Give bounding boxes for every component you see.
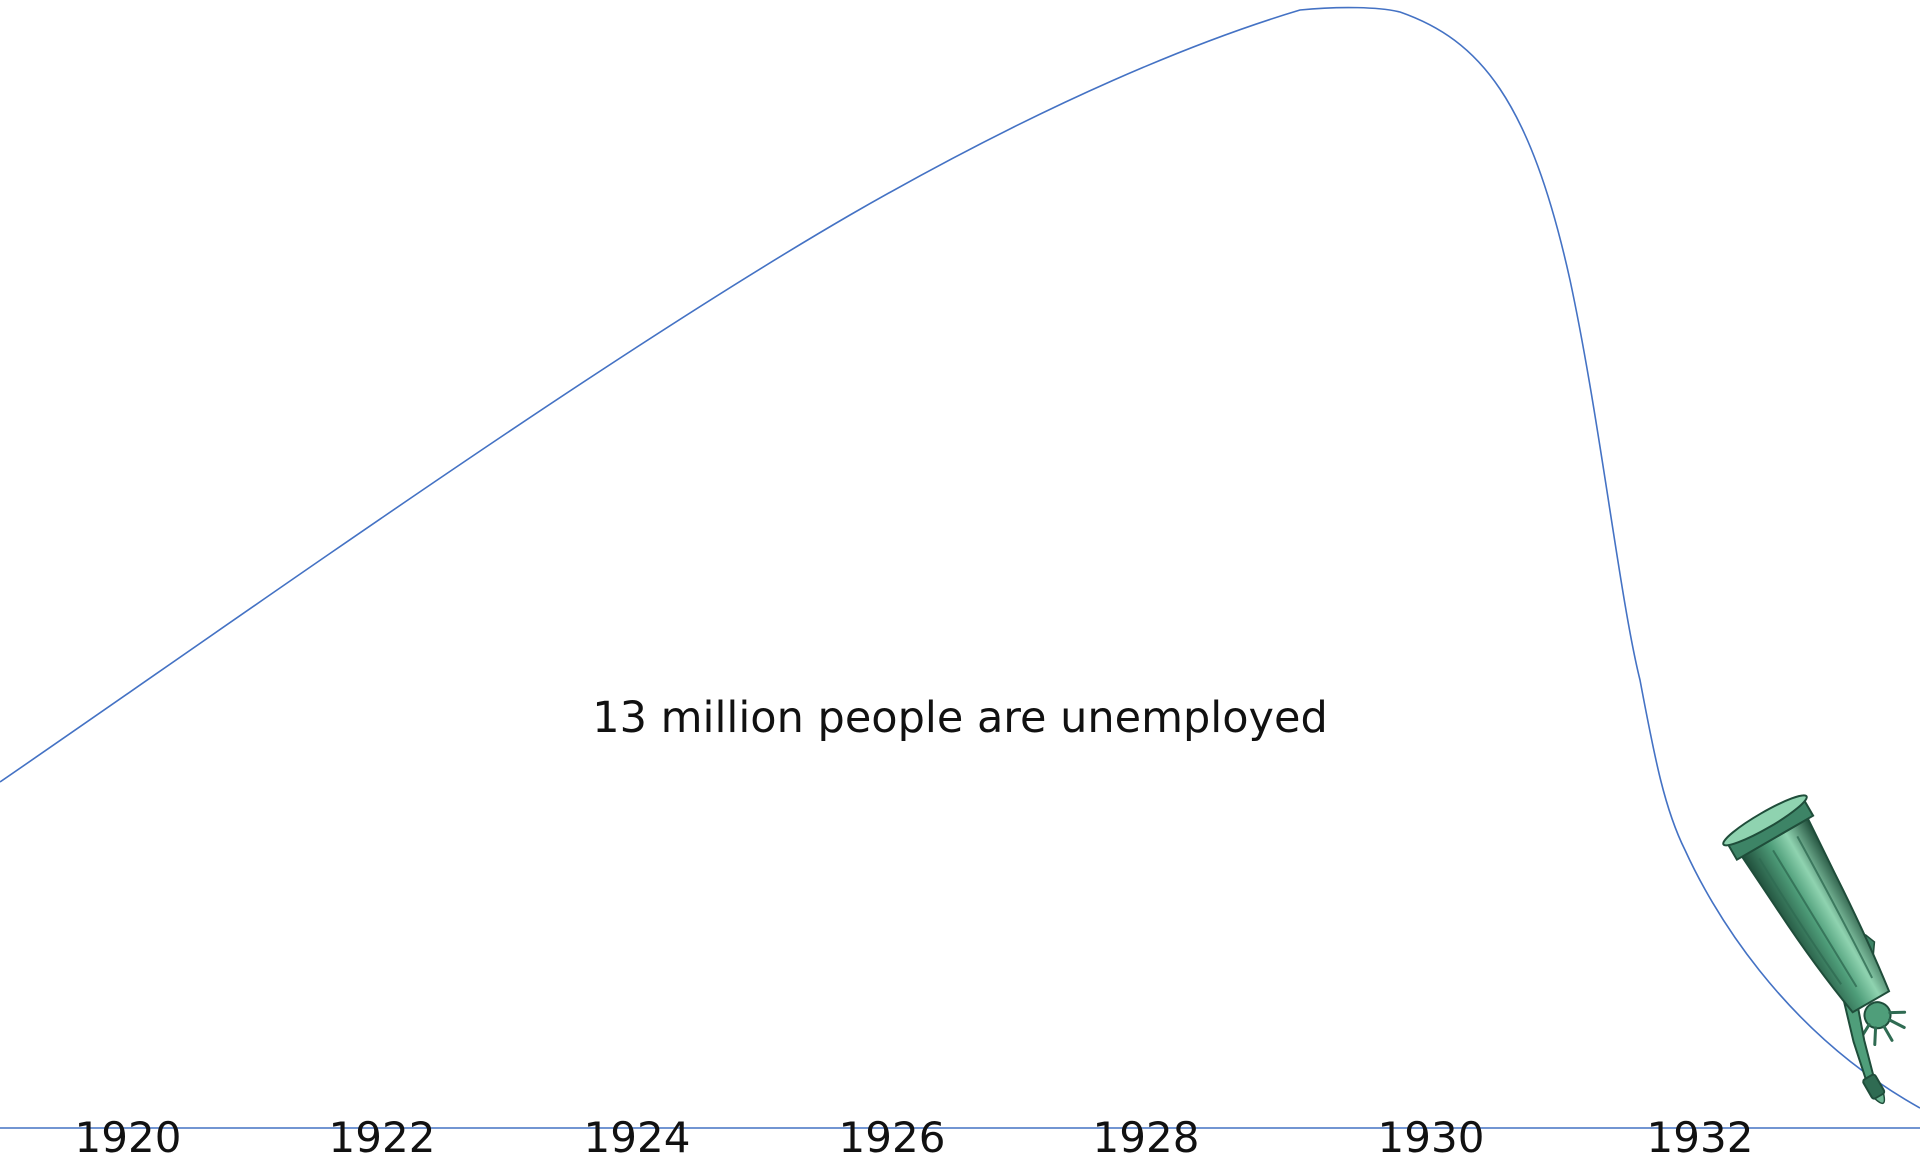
year-label-1926: 1926 bbox=[839, 1113, 946, 1158]
year-label-1930: 1930 bbox=[1378, 1113, 1485, 1158]
year-label-1928: 1928 bbox=[1093, 1113, 1200, 1158]
year-label-1922: 1922 bbox=[329, 1113, 436, 1158]
year-axis: 1920 1922 1924 1926 1928 1930 1932 bbox=[75, 1113, 1754, 1158]
year-label-1932: 1932 bbox=[1647, 1113, 1754, 1158]
statue-of-liberty-icon bbox=[1722, 794, 1907, 1105]
year-label-1920: 1920 bbox=[75, 1113, 182, 1158]
unemployment-caption: 13 million people are unemployed bbox=[592, 693, 1328, 743]
economy-curve bbox=[0, 6, 1920, 1109]
year-label-1924: 1924 bbox=[584, 1113, 691, 1158]
